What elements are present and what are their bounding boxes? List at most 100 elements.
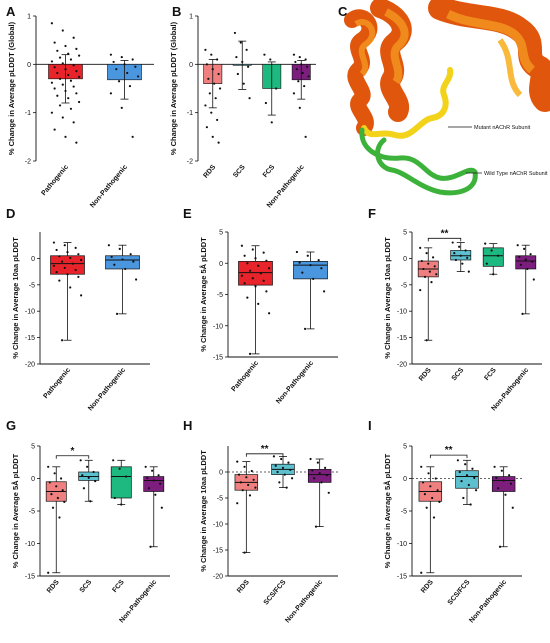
data-point [263, 53, 266, 56]
data-point [314, 525, 318, 528]
data-point [50, 111, 54, 114]
data-point [47, 465, 50, 468]
data-point [80, 258, 83, 262]
data-point [121, 258, 124, 261]
data-point [52, 241, 56, 244]
data-point [78, 54, 81, 57]
data-point [72, 64, 75, 67]
data-point [89, 500, 92, 503]
data-point [75, 92, 78, 95]
data-point [292, 53, 296, 56]
data-point [521, 312, 524, 315]
data-point [311, 469, 314, 472]
mutant-loop [361, 67, 454, 139]
data-point [320, 481, 323, 484]
data-point [430, 281, 433, 284]
data-point [313, 477, 316, 480]
data-point [50, 81, 54, 84]
significance-bracket [55, 455, 90, 459]
data-point [120, 55, 123, 59]
data-point [420, 571, 423, 574]
data-point [519, 263, 523, 266]
y-tick-label: -5 [217, 292, 223, 299]
data-point [278, 481, 281, 484]
data-point [205, 63, 208, 66]
significance-label: ** [261, 444, 269, 455]
data-point [462, 496, 465, 500]
data-point [60, 260, 64, 263]
data-point [151, 469, 154, 472]
data-point [269, 58, 272, 61]
data-point [82, 487, 86, 490]
y-axis-label: % Change in Average 5Å pLDDT [199, 237, 208, 352]
data-point [434, 477, 437, 480]
category-label: Non-Pathogenic [284, 579, 324, 625]
data-point [61, 116, 64, 119]
data-point [107, 244, 110, 247]
data-point [131, 135, 134, 138]
y-axis-label: % Change in Average pLDDT (Global) [169, 21, 178, 155]
data-point [55, 271, 58, 274]
data-point [67, 73, 70, 77]
data-point [52, 264, 56, 267]
data-point [120, 503, 123, 506]
category-label: SCS/FCS [263, 579, 288, 607]
data-point [58, 56, 62, 59]
category-label: Non-Pathogenic [89, 164, 129, 210]
data-point [236, 502, 239, 505]
data-point [303, 327, 307, 330]
data-point [50, 493, 53, 496]
data-point [69, 286, 72, 289]
data-point [66, 273, 69, 276]
y-tick-label: -10 [397, 541, 407, 548]
category-label: RDS [202, 164, 217, 180]
data-point [325, 474, 329, 477]
data-point [460, 480, 463, 483]
y-tick-label: 5 [403, 230, 407, 237]
y-tick-label: -20 [213, 574, 223, 581]
category-label: SCS [232, 164, 247, 180]
panel-letter-f: F [368, 206, 376, 221]
data-point [205, 126, 208, 129]
data-point [87, 476, 90, 479]
data-point [264, 101, 267, 105]
data-point [236, 460, 239, 463]
significance-bracket [427, 237, 462, 242]
data-point [247, 65, 250, 68]
data-point [317, 259, 320, 262]
y-tick-label: -15 [213, 355, 223, 362]
data-point [160, 506, 163, 509]
data-point [64, 68, 67, 71]
data-point [423, 275, 427, 278]
data-point [75, 141, 78, 144]
data-point [467, 483, 470, 487]
data-point [469, 503, 472, 506]
data-point [496, 254, 500, 257]
y-tick-label: -20 [25, 362, 35, 369]
data-point [252, 478, 255, 481]
panel-letter-c: C [338, 4, 348, 19]
panel-letter-i: I [368, 418, 372, 433]
data-point [243, 551, 246, 554]
data-point [423, 493, 426, 496]
data-point [113, 263, 116, 266]
y-tick-label: 0 [27, 62, 31, 69]
data-point [58, 104, 62, 107]
data-point [431, 256, 435, 259]
box [110, 466, 132, 499]
data-point [420, 465, 423, 468]
y-tick-label: 1 [189, 14, 193, 21]
data-point [152, 479, 155, 482]
y-tick-label: -5 [29, 282, 35, 289]
data-point [301, 271, 304, 274]
data-point [235, 55, 238, 59]
data-point [58, 77, 62, 80]
data-point [500, 469, 503, 472]
y-tick-label: -20 [397, 362, 407, 369]
data-point [120, 106, 123, 109]
y-axis-label: % Change in Average 5Å pLDDT [383, 453, 392, 568]
data-point [77, 275, 80, 278]
data-point [118, 467, 121, 470]
data-point [509, 482, 513, 485]
box [293, 261, 328, 280]
